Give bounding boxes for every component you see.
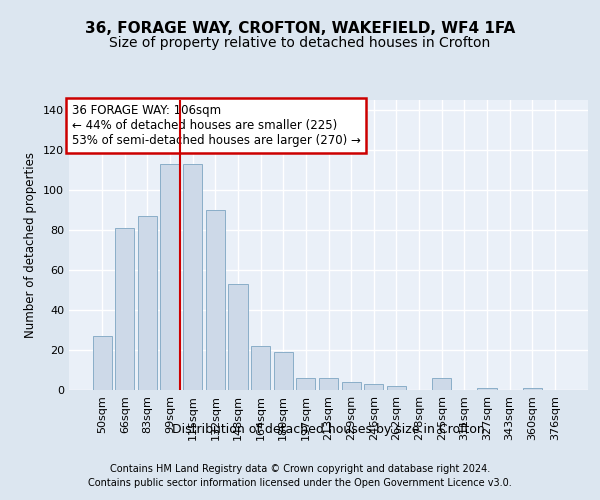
Text: 36 FORAGE WAY: 106sqm
← 44% of detached houses are smaller (225)
53% of semi-det: 36 FORAGE WAY: 106sqm ← 44% of detached …: [71, 104, 361, 148]
Bar: [296, 378, 316, 390]
Text: 36, FORAGE WAY, CROFTON, WAKEFIELD, WF4 1FA: 36, FORAGE WAY, CROFTON, WAKEFIELD, WF4 …: [85, 21, 515, 36]
Bar: [477, 388, 497, 390]
Bar: [364, 384, 383, 390]
Bar: [115, 228, 134, 390]
Bar: [387, 386, 406, 390]
Bar: [432, 378, 451, 390]
Y-axis label: Number of detached properties: Number of detached properties: [25, 152, 37, 338]
Bar: [160, 164, 180, 390]
Bar: [183, 164, 202, 390]
Bar: [319, 378, 338, 390]
Bar: [523, 388, 542, 390]
Bar: [229, 284, 248, 390]
Bar: [274, 352, 293, 390]
Text: Distribution of detached houses by size in Crofton: Distribution of detached houses by size …: [172, 422, 485, 436]
Bar: [341, 382, 361, 390]
Text: Contains public sector information licensed under the Open Government Licence v3: Contains public sector information licen…: [88, 478, 512, 488]
Text: Contains HM Land Registry data © Crown copyright and database right 2024.: Contains HM Land Registry data © Crown c…: [110, 464, 490, 474]
Bar: [206, 210, 225, 390]
Bar: [92, 336, 112, 390]
Bar: [138, 216, 157, 390]
Text: Size of property relative to detached houses in Crofton: Size of property relative to detached ho…: [109, 36, 491, 50]
Bar: [251, 346, 270, 390]
